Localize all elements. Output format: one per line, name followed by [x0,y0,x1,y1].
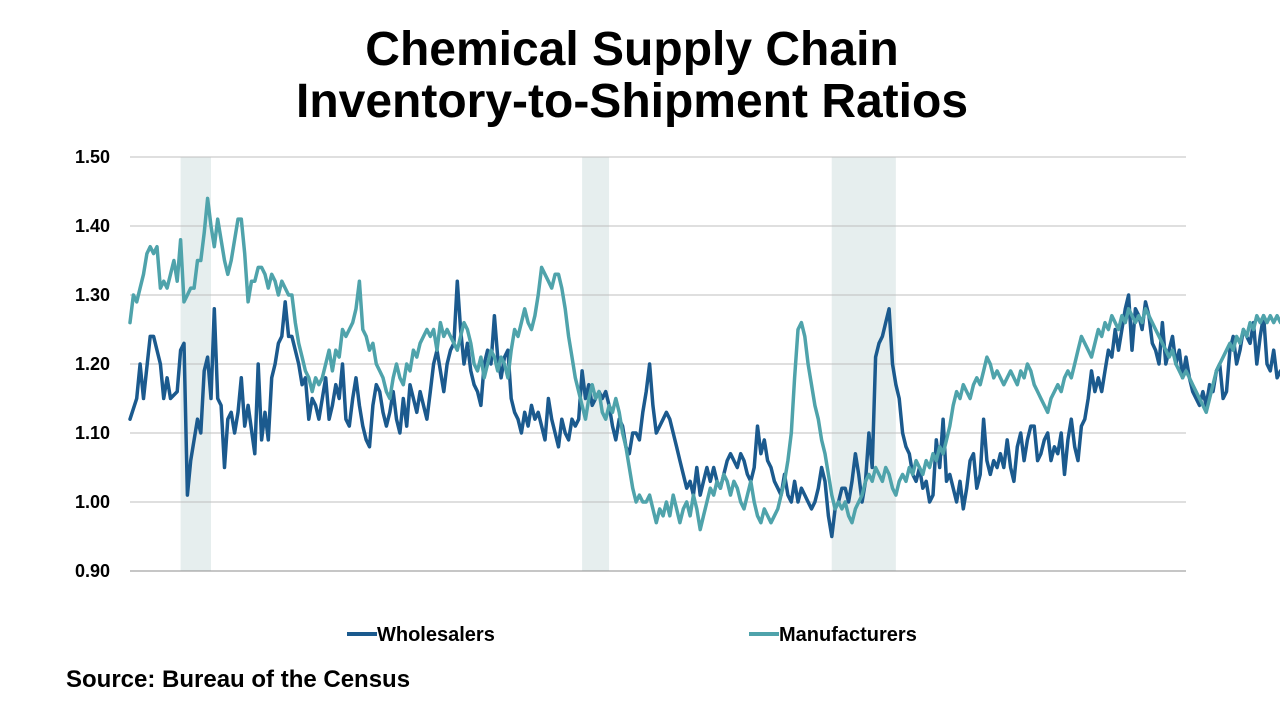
series-lines [128,196,1280,539]
legend-label-wholesalers: Wholesalers [377,624,495,646]
y-tick-label-1.00: 1.00 [75,492,110,512]
y-tick-label-1.30: 1.30 [75,285,110,305]
series-line-wholesalers [128,279,1280,539]
chart-title-line-1: Chemical Supply Chain [365,23,899,76]
legend: Wholesalers Manufacturers [347,624,917,646]
y-tick-label-1.50: 1.50 [75,147,110,167]
y-tick-label-0.90: 0.90 [75,561,110,581]
y-tick-label-1.20: 1.20 [75,354,110,374]
legend-label-manufacturers: Manufacturers [779,624,917,646]
series-line-manufacturers [128,196,1280,532]
y-tick-label-1.10: 1.10 [75,423,110,443]
y-tick-label-1.40: 1.40 [75,216,110,236]
chart-title-line-2: Inventory-to-Shipment Ratios [295,75,969,128]
chart-title: Chemical Supply Chain Inventory-to-Shipm… [0,24,1264,128]
source-note: Source: Bureau of the Census [66,666,411,693]
y-axis-tick-labels: 0.90 1.00 1.10 1.20 1.30 1.40 1.50 [75,147,110,581]
